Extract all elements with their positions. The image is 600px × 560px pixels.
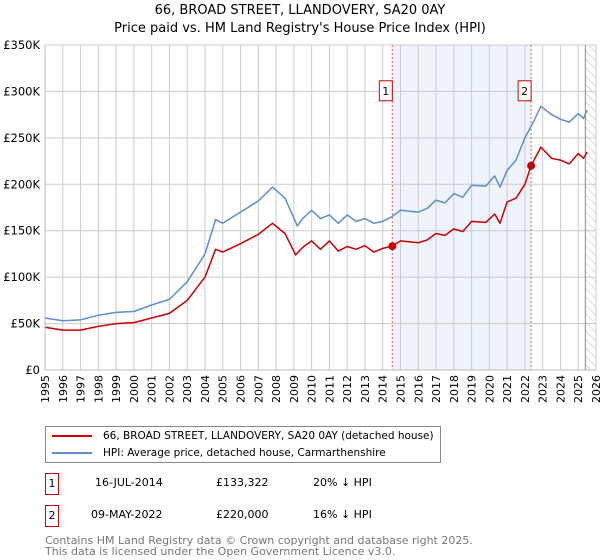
transaction-hpi-diff: 16% ↓ HPI [313,508,372,521]
transaction-badge: 1 [45,473,59,495]
x-tick-label: 2014 [377,375,390,403]
x-tick-label: 2002 [163,375,176,403]
x-tick-label: 2013 [359,375,372,403]
legend-label-hpi: HPI: Average price, detached house, Carm… [103,447,386,459]
x-tick-label: 2004 [199,375,212,403]
transaction-date: 09-MAY-2022 [91,508,163,521]
x-tick-label: 2025 [572,375,585,403]
x-tick-label: 2009 [288,375,301,403]
y-tick-label: £100K [3,270,40,284]
sale-label: 1 [382,85,389,98]
legend: 66, BROAD STREET, LLANDOVERY, SA20 0AY (… [45,426,441,463]
footer-copyright: Contains HM Land Registry data © Crown c… [45,534,473,547]
x-tick-label: 1998 [92,375,105,403]
transaction-hpi-diff: 20% ↓ HPI [313,476,372,489]
x-tick-label: 1999 [110,375,123,403]
x-tick-label: 2016 [412,375,425,403]
x-tick-label: 1996 [57,375,70,403]
x-tick-label: 2008 [270,375,283,403]
chart-subtitle: Price paid vs. HM Land Registry's House … [114,21,486,36]
x-tick-label: 2024 [554,375,567,403]
transaction-price: £133,322 [216,476,269,489]
x-tick-label: 2018 [448,375,461,403]
x-tick-label: 2005 [217,375,230,403]
forecast-hatch [585,45,596,370]
x-tick-label: 1997 [75,375,88,403]
x-tick-label: 2026 [590,375,600,403]
legend-label-property: 66, BROAD STREET, LLANDOVERY, SA20 0AY (… [103,430,434,442]
legend-swatch-hpi [52,452,92,454]
x-tick-label: 2003 [181,375,194,403]
sale-point [388,242,397,251]
transaction-price: £220,000 [216,508,269,521]
x-tick-label: 2023 [537,375,550,403]
x-tick-label: 2015 [394,375,407,403]
x-tick-label: 2017 [430,375,443,403]
x-tick-label: 2011 [323,375,336,403]
x-tick-label: 2006 [235,375,248,403]
sale-label-box [517,80,532,102]
x-tick-label: 2000 [128,375,141,403]
x-tick-label: 1995 [39,375,52,403]
y-tick-label: £50K [11,317,41,331]
x-tick-label: 2001 [146,375,159,403]
y-tick-label: £150K [3,224,40,238]
y-tick-label: £300K [3,84,40,98]
x-tick-label: 2019 [466,375,479,403]
x-tick-label: 2012 [341,375,354,403]
x-tick-label: 2020 [483,375,496,403]
transaction-badge: 2 [45,505,59,527]
sale-period-shade [392,45,532,370]
legend-item-hpi: HPI: Average price, detached house, Carm… [52,445,386,461]
sale-point [527,161,536,170]
sale-label-box [378,80,393,102]
chart-title: 66, BROAD STREET, LLANDOVERY, SA20 0AY [154,3,446,18]
price-chart: 1995 1996 1997 1998 1999 2000 2001 2002 2003 2004… [3,38,600,403]
x-tick-label: 2021 [501,375,514,403]
legend-item-property: 66, BROAD STREET, LLANDOVERY, SA20 0AY (… [52,428,434,444]
x-tick-label: 2007 [252,375,265,403]
transaction-row: 2 09-MAY-2022 £220,000 16% ↓ HPI [45,505,545,527]
x-tick-label: 2010 [306,375,319,403]
sale-label: 2 [521,85,528,98]
transaction-date: 16-JUL-2014 [95,476,163,489]
y-tick-label: £250K [3,131,40,145]
y-tick-label: £0 [25,363,40,377]
hpi-line [44,105,588,322]
footer-licence: This data is licensed under the Open Gov… [45,545,396,558]
y-tick-label: £200K [3,177,40,191]
y-tick-label: £350K [3,38,40,52]
legend-swatch-property [52,435,92,437]
transaction-row: 1 16-JUL-2014 £133,322 20% ↓ HPI [45,473,545,495]
property-price-line [44,146,588,331]
x-tick-label: 2022 [519,375,532,403]
